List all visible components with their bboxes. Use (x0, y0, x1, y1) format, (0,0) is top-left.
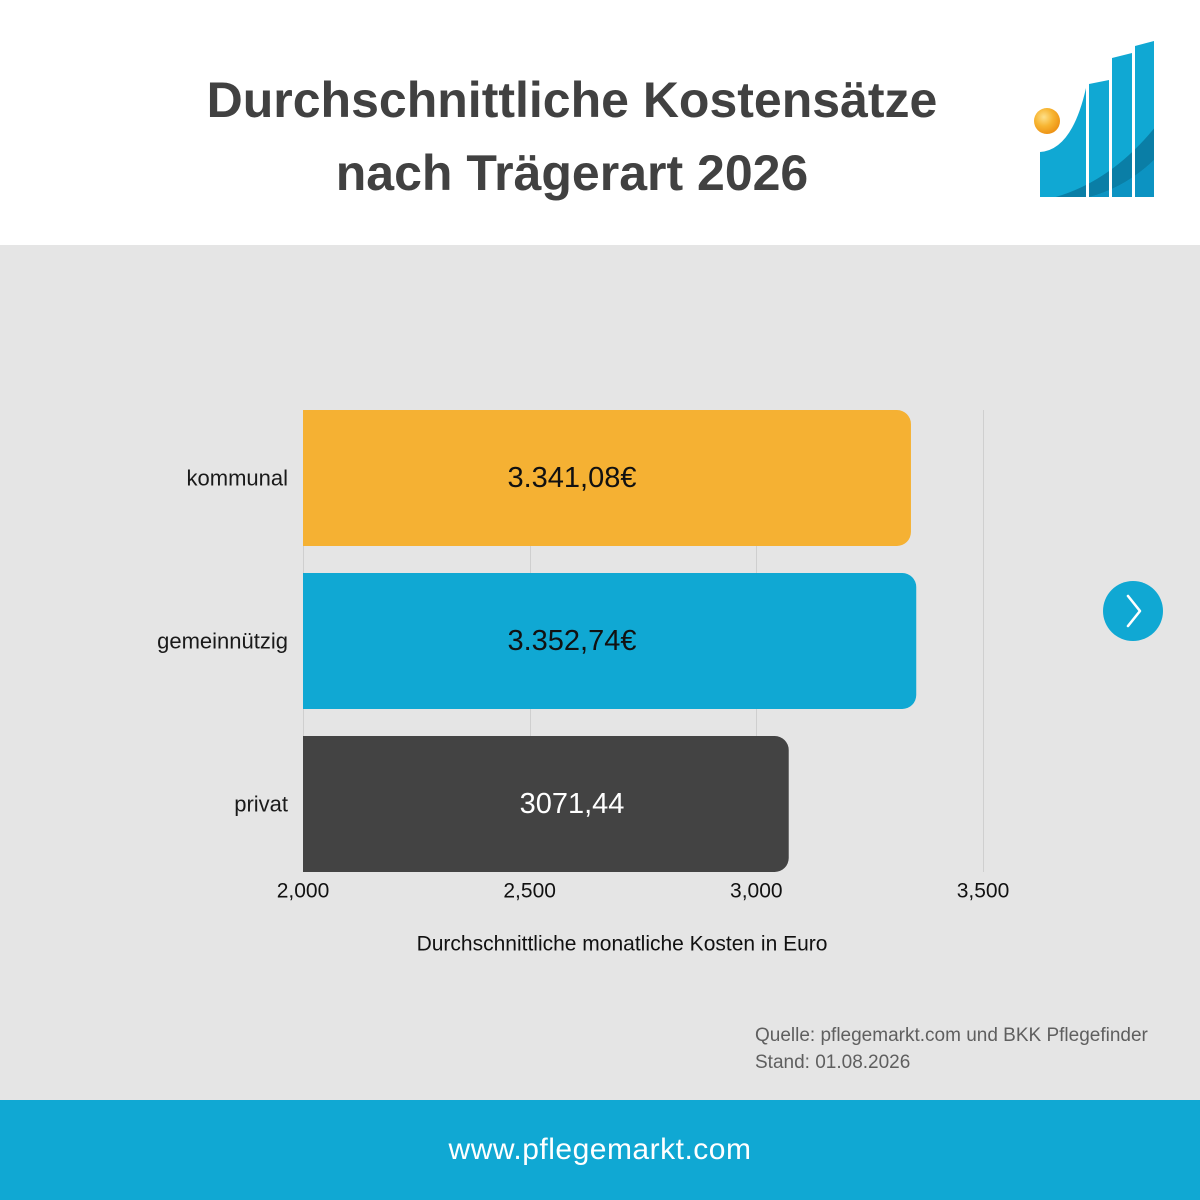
logo-hill (1040, 88, 1086, 197)
chevron-right-icon (1126, 594, 1142, 628)
x-tick-label: 2,000 (277, 880, 330, 903)
header: Durchschnittliche Kostensätze nach Träge… (0, 0, 1200, 245)
value-label: 3.352,74€ (507, 625, 636, 657)
x-tick-label: 2,500 (503, 880, 556, 903)
source-line: Quelle: pflegemarkt.com und BKK Pflegefi… (755, 1025, 1148, 1046)
bar-privat (303, 736, 789, 872)
value-labels: 3.341,08€ 3.352,74€ 3071,44 (507, 462, 636, 820)
source-note: Quelle: pflegemarkt.com und BKK Pflegefi… (755, 1022, 1148, 1076)
footer: www.pflegemarkt.com (0, 1100, 1200, 1200)
date-line: Stand: 01.08.2026 (755, 1052, 911, 1073)
category-label: gemeinnützig (157, 629, 288, 654)
bars (303, 410, 917, 872)
value-label: 3.341,08€ (507, 462, 636, 494)
footer-url: www.pflegemarkt.com (448, 1133, 752, 1166)
logo-bar (1089, 80, 1109, 197)
x-axis-label: Durchschnittliche monatliche Kosten in E… (417, 933, 828, 956)
page-title: Durchschnittliche Kostensätze nach Träge… (206, 72, 938, 201)
bar-chart: 3.341,08€ 3.352,74€ 3071,44 kommunal gemeinn… (157, 410, 1010, 956)
value-label: 3071,44 (520, 788, 625, 820)
bar-gemeinnuetzig (303, 573, 917, 709)
x-tick-labels: 2,000 2,500 3,000 3,500 (277, 880, 1010, 903)
category-label: privat (234, 792, 288, 817)
logo-sun-icon (1034, 108, 1060, 134)
logo-graphic (1034, 41, 1154, 197)
chart-panel: 3.341,08€ 3.352,74€ 3071,44 kommunal gemeinn… (0, 245, 1200, 1100)
x-tick-label: 3,500 (957, 880, 1010, 903)
category-label: kommunal (187, 466, 288, 491)
next-button[interactable] (1103, 581, 1163, 641)
category-labels: kommunal gemeinnützig privat (157, 466, 288, 817)
x-tick-label: 3,000 (730, 880, 783, 903)
pflegemarkt-logo (1030, 40, 1160, 200)
bar-kommunal (303, 410, 911, 546)
